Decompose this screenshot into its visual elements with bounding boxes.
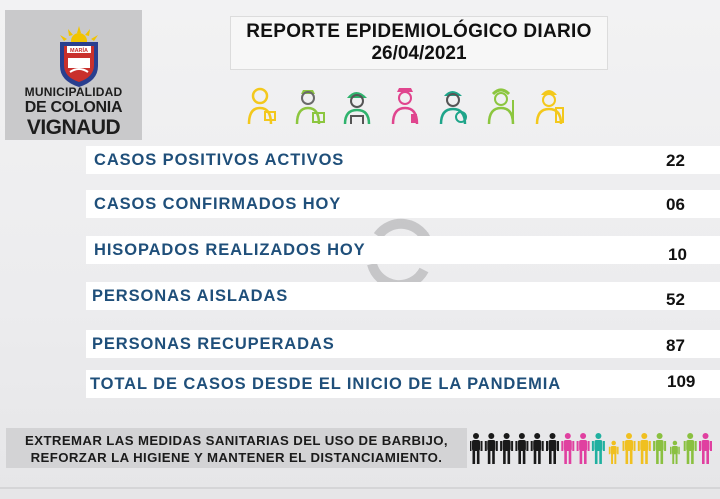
shield-text: MARÍA — [70, 46, 88, 54]
footer-message: EXTREMAR LAS MEDIDAS SANITARIAS DEL USO … — [6, 428, 467, 468]
person-icon — [699, 433, 712, 464]
municipality-logo: MARÍA MUNICIPALIDAD DE COLONIA VIGNAUD — [5, 10, 142, 140]
worker-green-nurse-icon — [487, 88, 515, 125]
footer-line1: EXTREMAR LAS MEDIDAS SANITARIAS DEL USO … — [25, 433, 448, 448]
stat-row-swabs-today: HISOPADOS REALIZADOS HOY 10 — [86, 236, 720, 264]
municipality-name-line2: DE COLONIA — [24, 99, 123, 116]
person-icon — [608, 440, 619, 464]
person-icon — [637, 433, 651, 464]
person-icon — [484, 433, 498, 464]
person-icon — [561, 433, 575, 464]
person-icon — [500, 433, 514, 464]
stat-row-total-cases: TOTAL DE CASOS DESDE EL INICIO DE LA PAN… — [86, 370, 720, 398]
stat-row-confirmed-today: CASOS CONFIRMADOS HOY 06 — [86, 190, 720, 218]
person-icon — [653, 433, 667, 464]
stat-value: 109 — [667, 372, 696, 391]
worker-pink-icon — [391, 88, 419, 125]
footer-line2: REFORZAR LA HIGIENE Y MANTENER EL DISTAN… — [30, 450, 443, 465]
municipality-name-line3: VIGNAUD — [26, 116, 121, 139]
stat-row-isolated: PERSONAS AISLADAS 52 — [86, 282, 720, 310]
stat-label: CASOS CONFIRMADOS HOY — [94, 195, 342, 213]
stat-value: 52 — [666, 290, 685, 309]
person-icon — [622, 433, 636, 464]
person-icon — [576, 433, 590, 464]
report-header: REPORTE EPIDEMIOLÓGICO DIARIO 26/04/2021 — [230, 16, 608, 70]
stat-label: PERSONAS RECUPERADAS — [92, 335, 335, 353]
stat-value: 10 — [668, 245, 687, 264]
divider — [0, 487, 720, 489]
report-title: REPORTE EPIDEMIOLÓGICO DIARIO — [246, 21, 592, 42]
worker-green-helmet-icon — [343, 92, 371, 125]
stat-label: HISOPADOS REALIZADOS HOY — [94, 241, 366, 259]
stat-label: PERSONAS AISLADAS — [92, 287, 289, 305]
stat-row-active-cases: CASOS POSITIVOS ACTIVOS 22 — [86, 146, 720, 174]
person-icon — [591, 433, 605, 464]
worker-green-icon — [295, 90, 325, 125]
worker-teal-icon — [439, 91, 467, 125]
municipality-name-line1: MUNICIPALIDAD — [24, 85, 123, 99]
worker-yellow-cook-icon — [535, 90, 564, 125]
person-icon — [546, 433, 559, 464]
person-icon — [530, 433, 544, 464]
stat-value: 87 — [666, 336, 685, 355]
stat-label: TOTAL DE CASOS DESDE EL INICIO DE LA PAN… — [90, 375, 562, 393]
person-icon — [670, 440, 680, 464]
stat-value: 06 — [666, 195, 685, 214]
person-icon — [470, 433, 483, 464]
stat-label: CASOS POSITIVOS ACTIVOS — [94, 151, 345, 169]
stat-row-recovered: PERSONAS RECUPERADAS 87 — [86, 330, 720, 358]
report-date: 26/04/2021 — [371, 43, 467, 64]
person-icon — [515, 433, 529, 464]
people-distancing-icon — [470, 433, 712, 464]
worker-yellow-icon — [247, 87, 276, 125]
shield-emblem-icon: MARÍA — [60, 26, 98, 87]
person-icon — [683, 433, 697, 464]
stat-value: 22 — [666, 151, 685, 170]
